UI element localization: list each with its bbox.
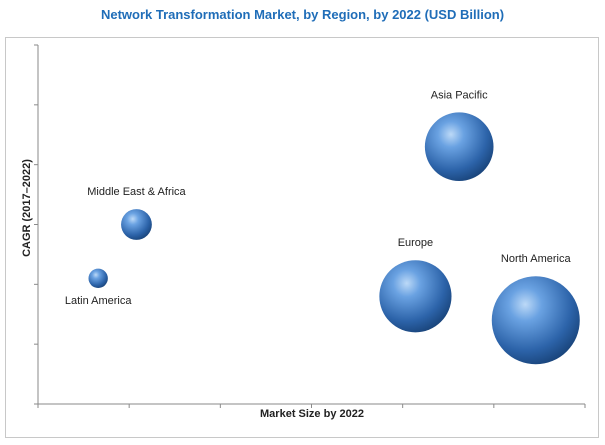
bubble-north-america [491, 276, 580, 365]
x-axis-label: Market Size by 2022 [260, 408, 364, 420]
bubble-label-middle-east-africa: Middle East & Africa [87, 186, 186, 198]
bubble-middle-east-africa [121, 209, 152, 240]
bubble-label-north-america: North America [501, 253, 572, 265]
bubble-label-latin-america: Latin America [65, 295, 133, 307]
chart-title: Network Transformation Market, by Region… [100, 7, 505, 22]
chart-frame [5, 37, 599, 438]
bubble-asia-pacific [424, 112, 494, 182]
bubble-label-europe: Europe [398, 237, 433, 249]
y-axis-label: CAGR (2017–2022) [21, 159, 33, 257]
axes [34, 44, 586, 408]
bubble-latin-america [88, 268, 108, 289]
bubble-label-asia-pacific: Asia Pacific [431, 89, 488, 101]
bubble-europe [379, 260, 452, 333]
bubbles: Asia Pacific Middle East & Africa Latin Am… [65, 89, 580, 365]
